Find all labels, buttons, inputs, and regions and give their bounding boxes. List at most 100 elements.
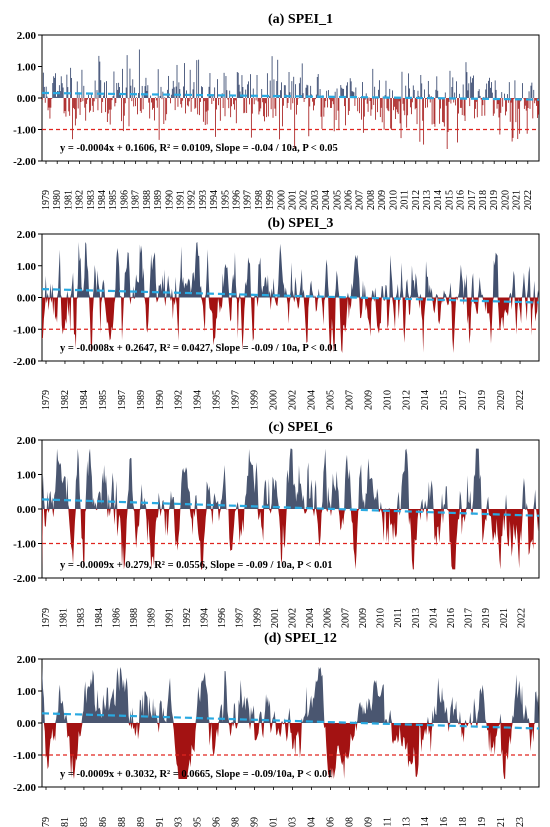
wet-bar: [112, 96, 114, 98]
dry-bar: [263, 98, 265, 117]
wet-bar: [405, 85, 407, 98]
wet-bar: [385, 80, 387, 98]
dry-bar: [461, 98, 463, 116]
wet-bar: [306, 84, 308, 98]
dry-bar: [507, 98, 509, 103]
panel-title: (b) SPEI_3: [268, 216, 334, 231]
x-tick-label: 2014: [420, 390, 431, 410]
dry-bar: [177, 98, 179, 107]
dry-bar: [186, 98, 188, 106]
dry-bar: [439, 98, 441, 124]
dry-bar: [314, 98, 315, 106]
dry-bar: [91, 98, 93, 106]
dry-bar: [323, 98, 325, 117]
wet-bar: [413, 89, 415, 98]
wet-bar: [172, 80, 174, 98]
y-tick-label: 0.00: [17, 504, 37, 516]
wet-bar: [315, 94, 317, 98]
wet-bar: [528, 91, 530, 98]
y-tick-label: 2.00: [17, 30, 37, 42]
x-tick-label: 2019: [481, 608, 492, 628]
dry-bar: [321, 98, 323, 129]
dry-bar: [443, 98, 445, 127]
x-tick-label: 2003: [288, 817, 299, 827]
x-tick-label: 2006: [323, 608, 334, 628]
x-tick-label: 2014: [433, 190, 444, 210]
wet-bar: [55, 73, 56, 98]
wet-bar: [372, 68, 374, 98]
dry-bar: [235, 98, 237, 124]
x-tick-label: 2010: [388, 190, 399, 210]
dry-bar: [476, 98, 478, 118]
x-tick-label: 1984: [97, 190, 108, 210]
series-marks: [42, 49, 539, 149]
wet-bar: [351, 91, 353, 98]
x-tick-label: 2005: [332, 190, 343, 210]
x-tick-label: 1979: [41, 608, 52, 628]
dry-bar: [122, 98, 124, 132]
wet-bar: [150, 95, 152, 98]
dry-bar: [69, 98, 71, 116]
dry-bar: [47, 98, 49, 111]
dry-bar: [446, 98, 448, 149]
wet-bar: [56, 96, 57, 98]
x-tick-label: 2016: [446, 608, 457, 628]
x-tick-label: 2019: [477, 817, 488, 827]
dry-bar: [297, 98, 298, 105]
dry-bar: [513, 98, 515, 100]
dry-bar: [262, 98, 264, 103]
dry-bar: [440, 98, 441, 109]
dry-bar: [255, 98, 257, 101]
dry-bar: [422, 98, 424, 121]
dry-bar: [218, 98, 220, 99]
wet-bar: [424, 89, 425, 98]
wet-bar: [283, 85, 285, 98]
x-tick-label: 1994: [209, 190, 220, 210]
dry-bar: [87, 98, 88, 100]
dry-bar: [387, 98, 389, 111]
dry-bar: [215, 98, 216, 137]
wet-bar: [491, 92, 493, 98]
x-tick-label: 2012: [411, 190, 422, 210]
dry-bar: [480, 98, 482, 100]
series-marks: [42, 667, 539, 779]
wet-bar: [192, 89, 194, 98]
dry-bar: [63, 98, 65, 114]
wet-bar: [362, 82, 363, 98]
dry-bar: [390, 98, 392, 129]
dry-bar: [227, 98, 229, 100]
x-tick-label: 1981: [59, 608, 70, 628]
wet-bar: [71, 77, 72, 98]
wet-area: [42, 241, 539, 298]
dry-bar: [497, 98, 499, 105]
x-tick-label: 2019: [489, 190, 500, 210]
dry-bar: [354, 98, 356, 106]
dry-bar: [402, 98, 404, 104]
y-tick-label: 1.00: [17, 470, 37, 482]
dry-bar: [375, 98, 377, 120]
x-tick-label: 2022: [523, 190, 534, 210]
dry-bar: [65, 98, 67, 117]
wet-bar: [291, 81, 293, 98]
dry-bar: [224, 98, 226, 117]
wet-bar: [125, 87, 127, 98]
dry-bar: [187, 98, 189, 107]
x-tick-label: 2011: [400, 190, 411, 210]
dry-bar: [206, 98, 208, 125]
wet-bar: [232, 95, 233, 98]
dry-bar: [357, 98, 359, 112]
dry-bar: [139, 98, 141, 111]
x-tick-label: 1990: [164, 190, 175, 210]
dry-bar: [68, 98, 70, 112]
x-tick-label: 1999: [252, 608, 263, 628]
dry-bar: [396, 98, 398, 113]
x-tick-label: 1996: [231, 190, 242, 210]
wet-bar: [470, 76, 472, 98]
dry-bar: [493, 98, 495, 114]
dry-bar: [474, 98, 475, 119]
wet-bar: [280, 90, 281, 98]
wet-bar: [229, 90, 231, 98]
dry-bar: [105, 98, 106, 113]
dry-bar: [404, 98, 406, 116]
x-tick-label: 2003: [310, 190, 321, 210]
